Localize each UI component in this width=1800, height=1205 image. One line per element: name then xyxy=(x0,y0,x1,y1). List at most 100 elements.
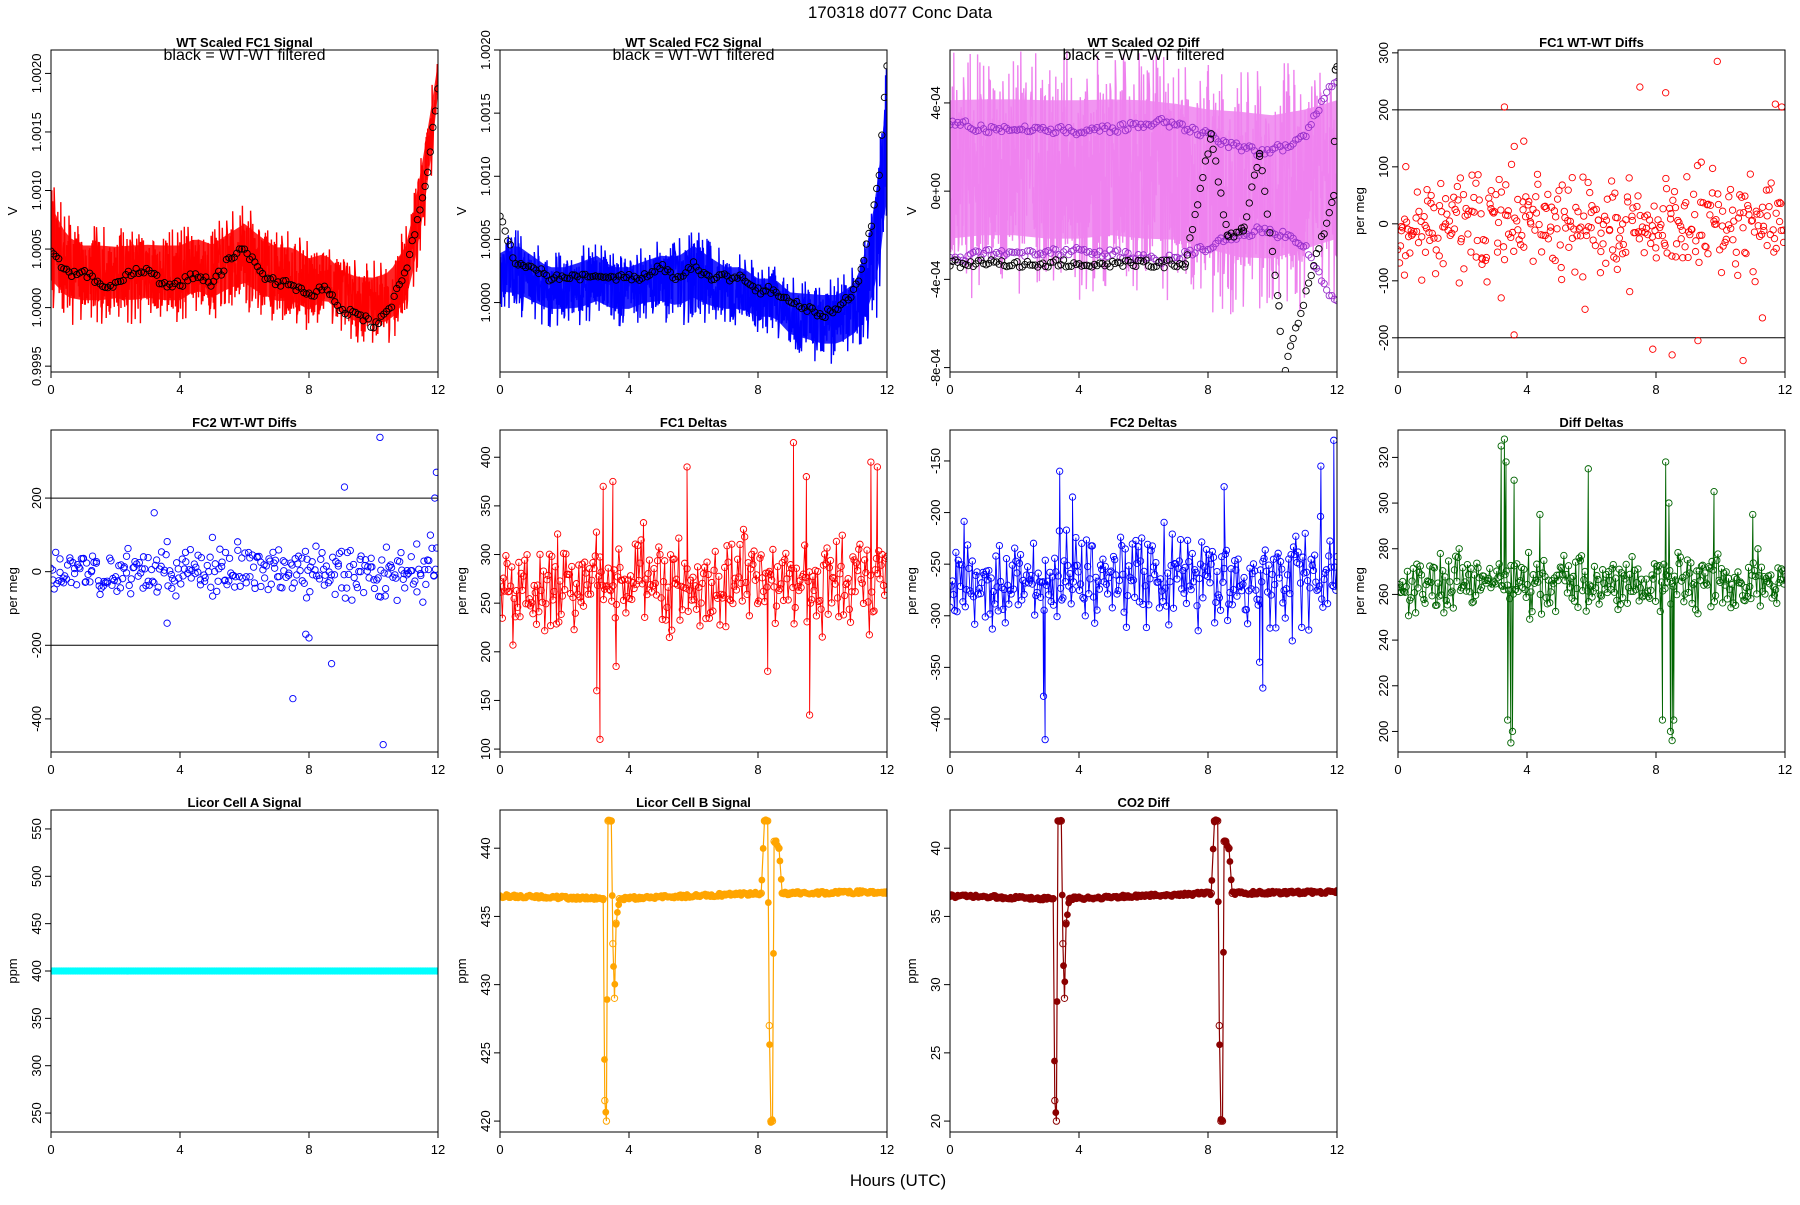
data-point xyxy=(870,201,878,209)
data-point xyxy=(1031,123,1039,132)
data-point xyxy=(512,586,521,595)
data-point xyxy=(1582,607,1590,615)
data-point xyxy=(1467,248,1475,256)
data-point xyxy=(52,548,60,557)
data-point xyxy=(1267,591,1275,599)
data-point xyxy=(1447,589,1455,597)
data-point xyxy=(1289,140,1297,148)
data-point xyxy=(1201,157,1210,165)
data-point xyxy=(168,584,176,593)
data-point xyxy=(139,553,148,561)
data-point xyxy=(1551,256,1559,265)
data-point xyxy=(1294,548,1302,556)
data-point xyxy=(1579,587,1587,595)
data-point xyxy=(1597,592,1606,600)
data-point xyxy=(759,287,767,295)
data-point xyxy=(555,618,563,626)
data-point xyxy=(867,222,876,230)
data-point xyxy=(1507,160,1516,169)
data-point xyxy=(1311,551,1319,559)
data-point xyxy=(100,577,108,586)
data-point xyxy=(1243,620,1252,628)
data-point xyxy=(1459,190,1468,199)
x-axis-label: Hours (UTC) xyxy=(850,1171,946,1190)
data-point xyxy=(1701,242,1709,250)
data-point xyxy=(1634,192,1642,200)
data-point xyxy=(1214,138,1222,146)
data-point xyxy=(758,876,766,884)
data-point xyxy=(826,556,835,565)
data-point xyxy=(746,565,755,573)
data-point xyxy=(178,282,187,290)
data-point xyxy=(1150,120,1158,128)
data-point xyxy=(1676,553,1684,561)
data-point xyxy=(1051,1096,1059,1105)
data-point xyxy=(704,570,712,579)
data-point xyxy=(1648,571,1656,579)
data-point xyxy=(568,271,576,279)
data-point xyxy=(288,584,296,592)
data-point xyxy=(1481,237,1490,245)
data-point xyxy=(266,557,274,565)
data-point xyxy=(1080,261,1088,270)
data-point xyxy=(1199,594,1207,602)
data-point xyxy=(1033,588,1041,597)
data-point xyxy=(1280,374,1286,380)
data-point xyxy=(208,592,217,600)
data-point xyxy=(1510,247,1518,255)
data-point xyxy=(1285,555,1293,563)
data-point xyxy=(857,575,865,584)
data-point xyxy=(1722,568,1730,576)
data-point xyxy=(1747,594,1755,603)
data-point xyxy=(1183,125,1192,134)
data-point xyxy=(1085,127,1093,135)
data-point xyxy=(1119,120,1127,128)
y-tick-label: 35 xyxy=(928,909,943,923)
outlier-point xyxy=(379,740,387,749)
data-point xyxy=(1584,597,1593,606)
data-point xyxy=(331,590,339,599)
data-point xyxy=(1225,844,1233,852)
data-point xyxy=(221,548,230,557)
data-point xyxy=(758,574,766,582)
data-point xyxy=(1046,125,1055,133)
data-point xyxy=(1579,273,1587,281)
data-point xyxy=(1173,575,1181,583)
data-point xyxy=(1255,149,1264,158)
data-point xyxy=(1114,128,1122,136)
data-point xyxy=(1316,512,1325,521)
data-point xyxy=(1687,559,1695,567)
data-point xyxy=(670,555,678,563)
data-point xyxy=(1574,208,1582,216)
data-point xyxy=(322,562,330,570)
data-point xyxy=(1183,536,1192,545)
data-point xyxy=(878,131,886,139)
data-point xyxy=(621,575,629,583)
data-point xyxy=(1182,599,1191,608)
data-point xyxy=(1621,575,1629,583)
data-point xyxy=(1091,619,1099,627)
data-point xyxy=(207,583,215,591)
data-point xyxy=(659,578,668,586)
y-axis-label: per meg xyxy=(1352,567,1367,615)
x-tick-label: 0 xyxy=(946,382,953,397)
data-point xyxy=(1489,577,1497,585)
data-point xyxy=(1289,234,1297,243)
data-point xyxy=(1464,571,1473,579)
y-axis-label: per meg xyxy=(904,567,919,615)
data-point xyxy=(1588,593,1596,601)
data-point xyxy=(1041,556,1049,564)
outlier-point xyxy=(1694,337,1702,345)
data-point xyxy=(1665,499,1673,507)
data-point xyxy=(803,618,811,626)
data-point xyxy=(1490,578,1499,586)
y-tick-label: 250 xyxy=(29,1102,44,1124)
data-point xyxy=(725,595,734,603)
data-point xyxy=(205,568,213,576)
data-point xyxy=(1165,621,1173,629)
data-point xyxy=(1756,210,1764,218)
data-point xyxy=(1098,122,1106,130)
data-point xyxy=(1323,219,1331,227)
data-point xyxy=(1187,585,1195,594)
data-point xyxy=(1232,228,1241,237)
